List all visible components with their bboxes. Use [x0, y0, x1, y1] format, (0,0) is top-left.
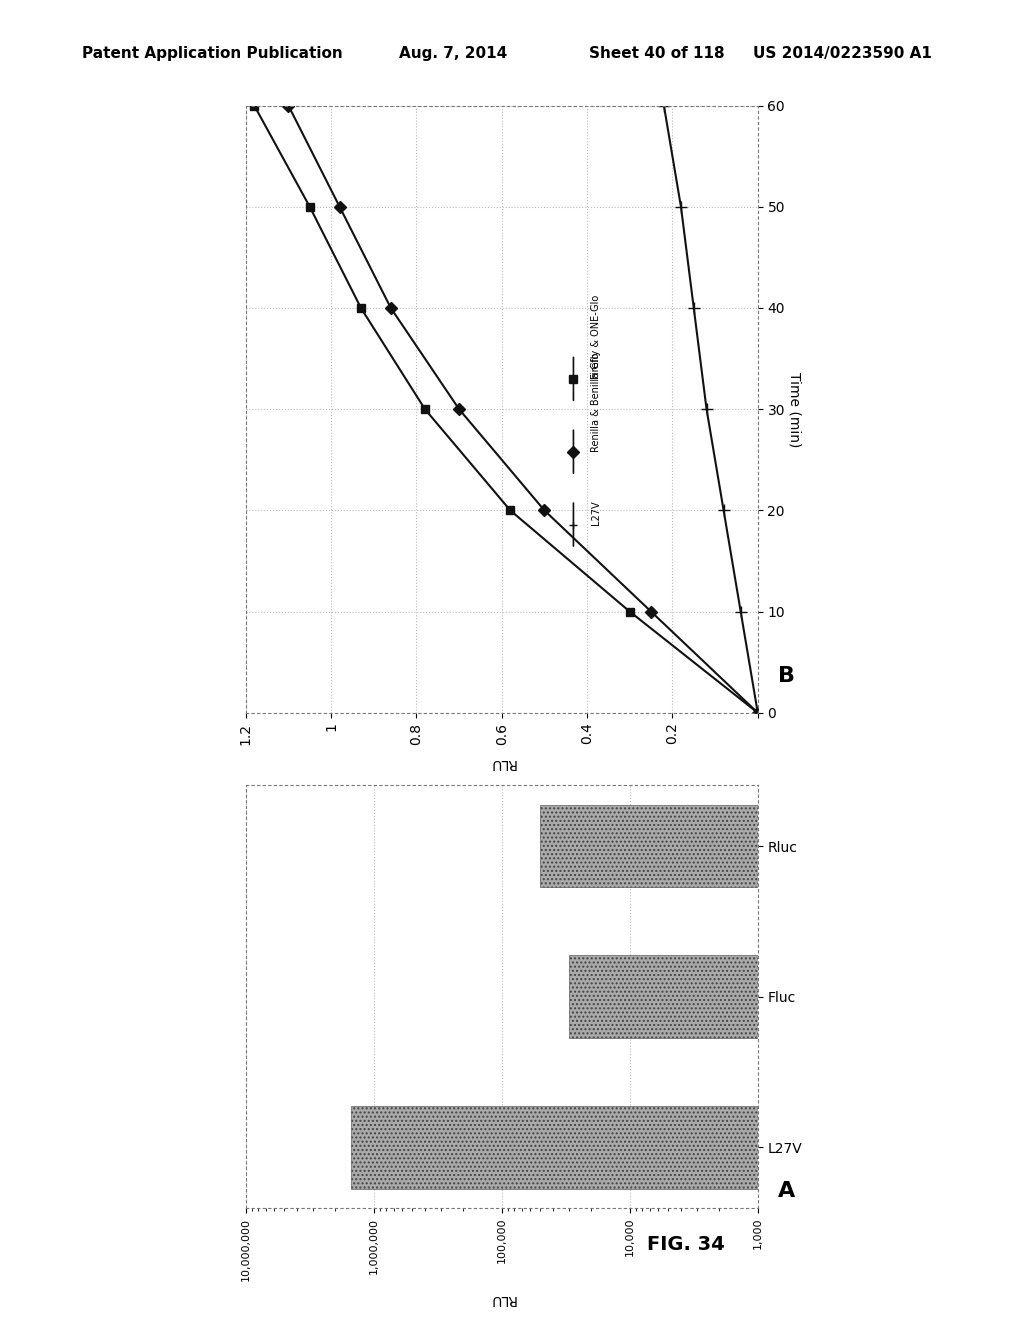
Firefly & ONE-Glo — [624, 603, 636, 619]
Bar — [568, 956, 1024, 1038]
Bar — [541, 805, 1024, 887]
X-axis label: RLU: RLU — [488, 1292, 515, 1305]
Firefly & ONE-Glo — [752, 705, 764, 721]
Line: L27V: L27V — [657, 99, 764, 719]
L27V — [688, 300, 700, 315]
Text: US 2014/0223590 A1: US 2014/0223590 A1 — [753, 46, 932, 61]
Text: Patent Application Publication: Patent Application Publication — [82, 46, 343, 61]
Renilla & Benilla Glo — [334, 199, 346, 215]
Renilla & Benilla Glo — [645, 603, 657, 619]
Firefly & ONE-Glo — [303, 199, 315, 215]
L27V — [752, 705, 764, 721]
Text: FIG. 34: FIG. 34 — [647, 1236, 725, 1254]
Y-axis label: Time (min): Time (min) — [787, 371, 802, 447]
Bar — [351, 1106, 1024, 1188]
L27V — [700, 401, 713, 417]
X-axis label: RLU: RLU — [488, 755, 515, 770]
Renilla & Benilla Glo — [539, 503, 551, 519]
Text: L27V: L27V — [592, 500, 601, 524]
L27V — [675, 199, 687, 215]
Firefly & ONE-Glo — [248, 98, 260, 114]
Text: Firefly & ONE-Glo: Firefly & ONE-Glo — [592, 294, 601, 379]
L27V — [657, 98, 670, 114]
Firefly & ONE-Glo — [419, 401, 431, 417]
Text: Aug. 7, 2014: Aug. 7, 2014 — [399, 46, 508, 61]
Renilla & Benilla Glo — [283, 98, 295, 114]
Renilla & Benilla Glo — [752, 705, 764, 721]
Text: Sheet 40 of 118: Sheet 40 of 118 — [589, 46, 724, 61]
Text: Renilla & Benilla Glo: Renilla & Benilla Glo — [592, 352, 601, 451]
Text: B: B — [778, 667, 796, 686]
Renilla & Benilla Glo — [385, 300, 397, 315]
L27V — [734, 603, 746, 619]
Renilla & Benilla Glo — [453, 401, 465, 417]
Text: A: A — [778, 1181, 796, 1201]
Line: Firefly & ONE-Glo: Firefly & ONE-Glo — [250, 102, 762, 717]
Line: Renilla & Benilla Glo: Renilla & Benilla Glo — [285, 102, 762, 717]
Firefly & ONE-Glo — [354, 300, 367, 315]
L27V — [718, 503, 730, 519]
Firefly & ONE-Glo — [504, 503, 516, 519]
